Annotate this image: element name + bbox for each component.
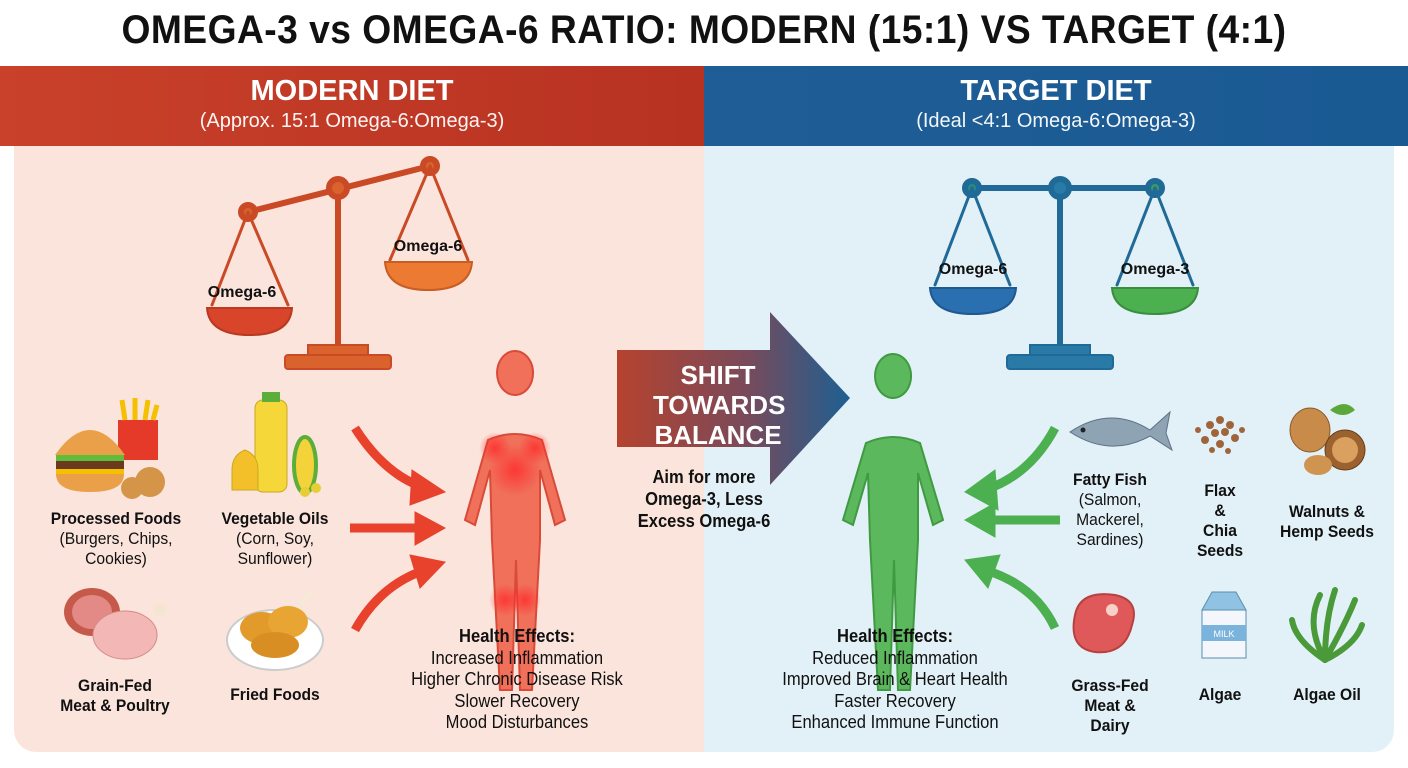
food-grain-fed-meat: Grain-Fed Meat & Poultry (60, 676, 170, 715)
modern-scale-left-label: Omega-6 (207, 284, 277, 301)
green-arrows-icon (963, 425, 1060, 630)
modern-diet-subheading: (Approx. 15:1 Omega-6:Omega-3) (199, 110, 505, 132)
shift-arrow-icon (617, 312, 850, 485)
food-grass-fed-meat-dairy: Grass-Fed Meat & Dairy (1071, 676, 1149, 735)
milk-carton-text: MILK (1213, 629, 1234, 639)
modern-health-effects: Health Effects: Increased Inflammation Hi… (411, 626, 623, 732)
food-algae: Algae (1198, 685, 1242, 704)
food-algae-oil: Algae Oil (1293, 685, 1361, 704)
oil-bottle-corn-icon (231, 392, 321, 497)
shift-label: SHIFT TOWARDS BALANCE (653, 360, 786, 450)
target-diet-panel (704, 146, 1394, 752)
walnut-icon (1289, 404, 1366, 475)
inflamed-body-icon (463, 350, 567, 691)
unbalanced-scale-icon (205, 156, 474, 370)
modern-scale-right-label: Omega-6 (393, 238, 463, 255)
seeds-icon (1195, 416, 1245, 454)
modern-diet-heading: MODERN DIET (250, 75, 454, 107)
ham-chicken-icon (64, 588, 166, 660)
target-scale-right-label: Omega-3 (1120, 261, 1190, 278)
shift-note: Aim for more Omega-3, Less Excess Omega-… (637, 467, 771, 531)
food-processed-foods: Processed Foods (Burgers, Chips, Cookies) (50, 509, 182, 568)
food-walnuts-hemp-seeds: Walnuts & Hemp Seeds (1280, 502, 1374, 541)
target-health-effects: Health Effects: Reduced Inflammation Impr… (782, 626, 1008, 732)
seaweed-icon (1289, 587, 1365, 663)
food-fried-foods: Fried Foods (230, 685, 320, 704)
target-scale-left-label: Omega-6 (938, 261, 1008, 278)
burger-fries-icon (55, 398, 165, 499)
food-flax-chia-seeds: Flax & Chia Seeds (1197, 481, 1244, 560)
page-title: OMEGA-3 vs OMEGA-6 RATIO: MODERN (15:1) … (121, 8, 1287, 52)
milk-carton-icon: MILK (1201, 591, 1247, 659)
steak-icon (1072, 593, 1135, 654)
red-arrows-icon (350, 425, 447, 633)
target-diet-header: TARGET DIET (Ideal <4:1 Omega-6:Omega-3) (704, 66, 1408, 146)
fried-chicken-icon (226, 590, 324, 671)
fish-icon (1069, 410, 1173, 452)
food-vegetable-oils: Vegetable Oils (Corn, Soy, Sunflower) (221, 509, 329, 568)
balanced-scale-icon (928, 176, 1200, 370)
modern-diet-header: MODERN DIET (Approx. 15:1 Omega-6:Omega-… (0, 66, 704, 146)
target-diet-heading: TARGET DIET (960, 75, 1152, 107)
target-diet-subheading: (Ideal <4:1 Omega-6:Omega-3) (916, 110, 1196, 132)
food-fatty-fish: Fatty Fish (Salmon, Mackerel, Sardines) (1073, 470, 1147, 549)
healthy-body-icon (841, 353, 945, 691)
